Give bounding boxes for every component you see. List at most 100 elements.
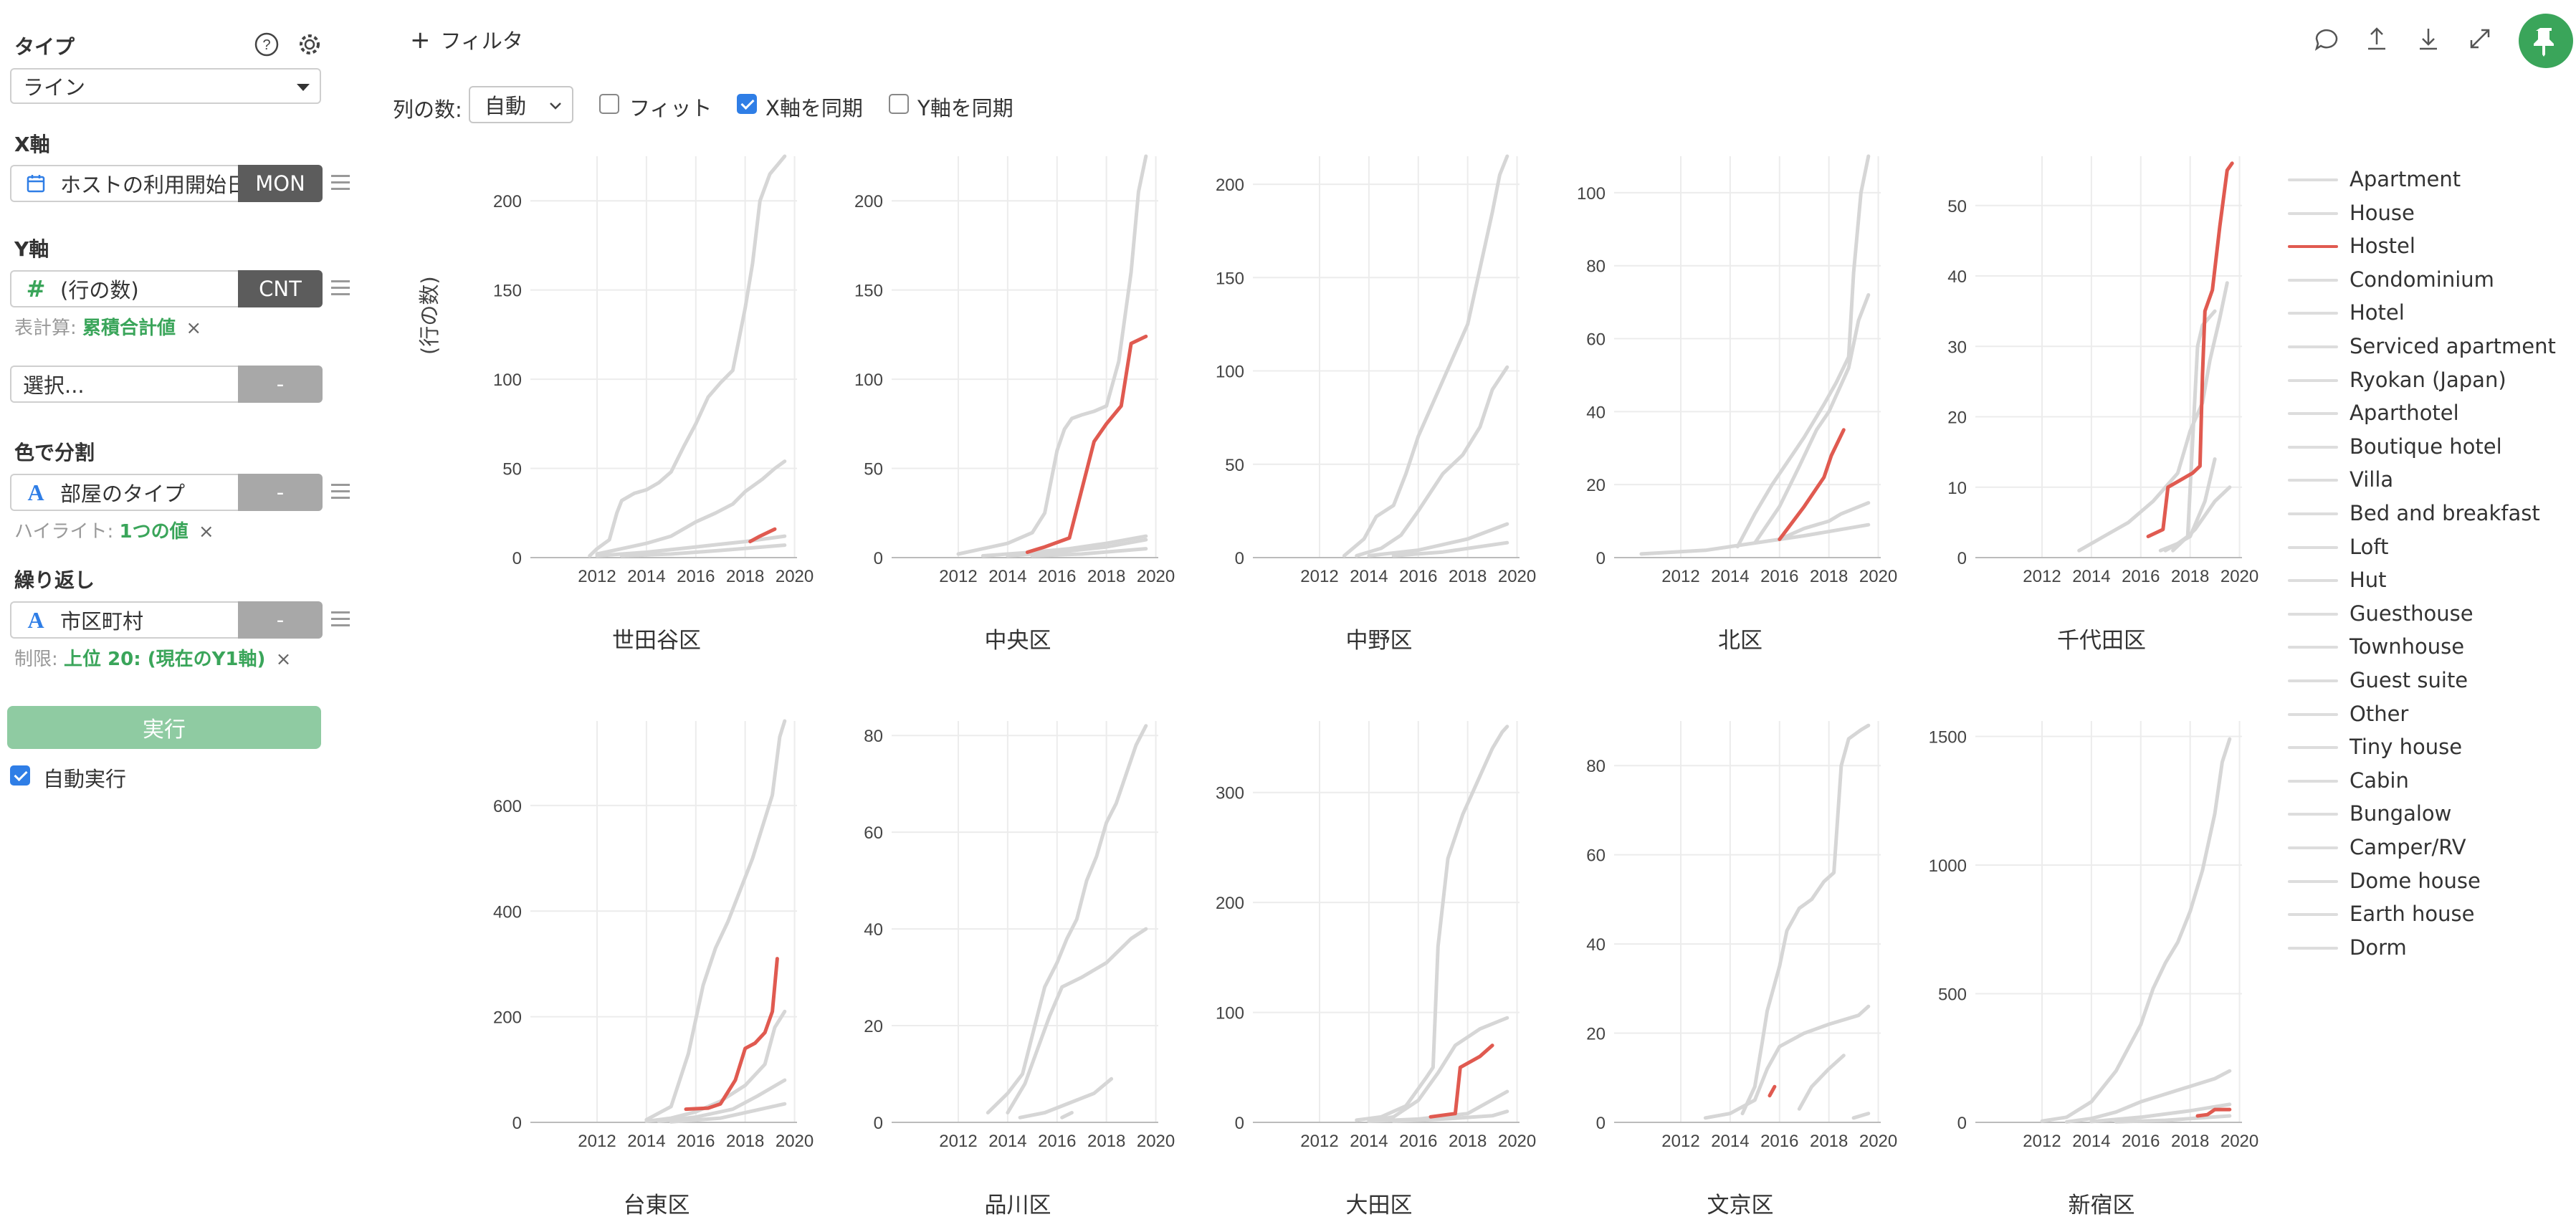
y-tick-label: 40 [864,920,883,940]
y-tick-label: 20 [864,1017,883,1036]
sync-x-checkbox[interactable] [737,94,757,114]
series-line-other [2040,737,2232,1123]
table-calc-value[interactable]: 累積合計値 [82,318,176,339]
y-tick-label: 200 [1216,894,1244,913]
x-tick-label: 2020 [1137,1132,1175,1151]
legend-label: Bungalow [2350,801,2452,826]
series-line-other [1006,927,1148,1114]
extra-agg-button[interactable]: - [238,366,323,403]
text-type-icon: A [27,606,44,633]
sync-y-checkbox[interactable] [889,94,909,114]
x-tick-label: 2012 [939,567,977,586]
x-tick-label: 2014 [1350,567,1388,586]
color-agg-button[interactable]: - [238,474,323,511]
color-field-row: A 部屋のタイプ - [10,474,323,511]
extra-field-select[interactable]: 選択... [10,366,239,403]
sync-x-label: X軸を同期 [765,96,863,120]
auto-run-checkbox[interactable] [10,765,30,786]
pin-button[interactable] [2519,14,2573,68]
yaxis-agg-button[interactable]: CNT [238,270,323,307]
fit-checkbox[interactable] [599,94,619,114]
limit-value[interactable]: 上位 20: (現在のY1軸) [64,649,266,670]
close-icon[interactable]: × [186,318,202,339]
x-tick-label: 2016 [677,567,715,586]
series-line-other [644,719,787,1122]
x-tick-label: 2012 [1661,1132,1699,1151]
panel-title: 世田谷区 [612,628,701,654]
close-icon[interactable]: × [275,649,292,670]
color-field[interactable]: A 部屋のタイプ [10,474,239,511]
panel-title: 品川区 [985,1193,1051,1218]
yaxis-field-label: (行の数) [60,278,139,302]
y-tick-label: 0 [1957,1114,1967,1133]
add-filter-button[interactable]: + フィルタ [410,24,523,54]
series-line-other [956,154,1148,556]
series-line-other [1851,1112,1871,1120]
x-tick-label: 2018 [1087,567,1125,586]
yaxis-field[interactable]: # (行の数) [10,270,239,307]
legend-swatch [2288,646,2338,649]
legend-label: Guest suite [2350,668,2468,692]
y-tick-label: 100 [854,371,883,390]
yaxis-field-row: # (行の数) CNT [10,270,323,307]
x-tick-label: 2020 [776,1132,814,1151]
x-tick-label: 2014 [627,1132,665,1151]
highlight-value[interactable]: 1つの値 [119,521,189,543]
limit-note: 制限: 上位 20: (現在のY1軸) × [14,644,291,671]
series-line-hostel [748,527,777,544]
columns-select[interactable]: 自動 [469,86,573,123]
panel-title: 中野区 [1346,628,1413,654]
run-button[interactable]: 実行 [7,706,321,749]
legend-swatch [2288,946,2338,950]
x-tick-label: 2012 [578,1132,616,1151]
drag-handle-icon[interactable] [331,280,350,297]
columns-label: 列の数: [393,97,462,122]
x-tick-label: 2020 [1859,1132,1897,1151]
chart-type-select[interactable]: ライン [10,68,321,104]
series-line-hostel [2146,161,2234,538]
panel-title: 千代田区 [2057,628,2146,654]
download-icon[interactable] [2414,24,2443,53]
x-tick-label: 2016 [1038,567,1076,586]
series-line-hostel [2195,1107,2232,1118]
expand-icon[interactable] [2466,24,2494,53]
y-tick-label: 1000 [1929,856,1967,876]
drag-handle-icon[interactable] [331,175,350,192]
y-tick-label: 150 [493,282,522,301]
legend-swatch [2288,445,2338,449]
xaxis-field[interactable]: ホストの利用開始日 [10,165,239,202]
series-line-hostel [1778,428,1846,541]
drag-handle-icon[interactable] [331,484,350,501]
legend-swatch [2288,746,2338,750]
y-tick-label: 0 [1235,549,1244,568]
xaxis-title: X軸 [14,133,50,156]
repeat-field-label: 市区町村 [60,609,144,634]
comment-icon[interactable] [2312,24,2341,53]
series-line-other [1740,723,1871,1116]
y-tick-label: 60 [1586,846,1606,866]
help-icon[interactable]: ? [252,30,281,59]
upload-icon[interactable] [2362,24,2391,53]
xaxis-agg-button[interactable]: MON [238,165,323,202]
sidebar: タイプ ? ライン X軸 ホストの利用開始日 MON Y軸 # (行の数) CN… [0,0,350,1227]
y-tick-label: 50 [1225,456,1244,475]
drag-handle-icon[interactable] [331,611,350,629]
x-tick-label: 2014 [1711,1132,1749,1151]
legend-swatch [2288,813,2338,816]
x-tick-label: 2012 [1661,567,1699,586]
series-line-other [1342,154,1509,558]
close-icon[interactable]: × [198,521,214,543]
gear-icon[interactable] [295,30,324,59]
y-tick-label: 300 [1216,784,1244,803]
y-tick-label: 80 [1586,257,1606,277]
sync-y-label: Y軸を同期 [917,96,1013,120]
legend-label: Apartment [2350,167,2461,191]
series-line-other [2064,1069,2232,1124]
repeat-field[interactable]: A 市区町村 [10,601,239,639]
repeat-agg-button[interactable]: - [238,601,323,639]
x-tick-label: 2018 [1087,1132,1125,1151]
series-line-other [1391,1109,1509,1123]
auto-run-label: 自動実行 [43,767,127,791]
y-tick-label: 100 [493,371,522,390]
